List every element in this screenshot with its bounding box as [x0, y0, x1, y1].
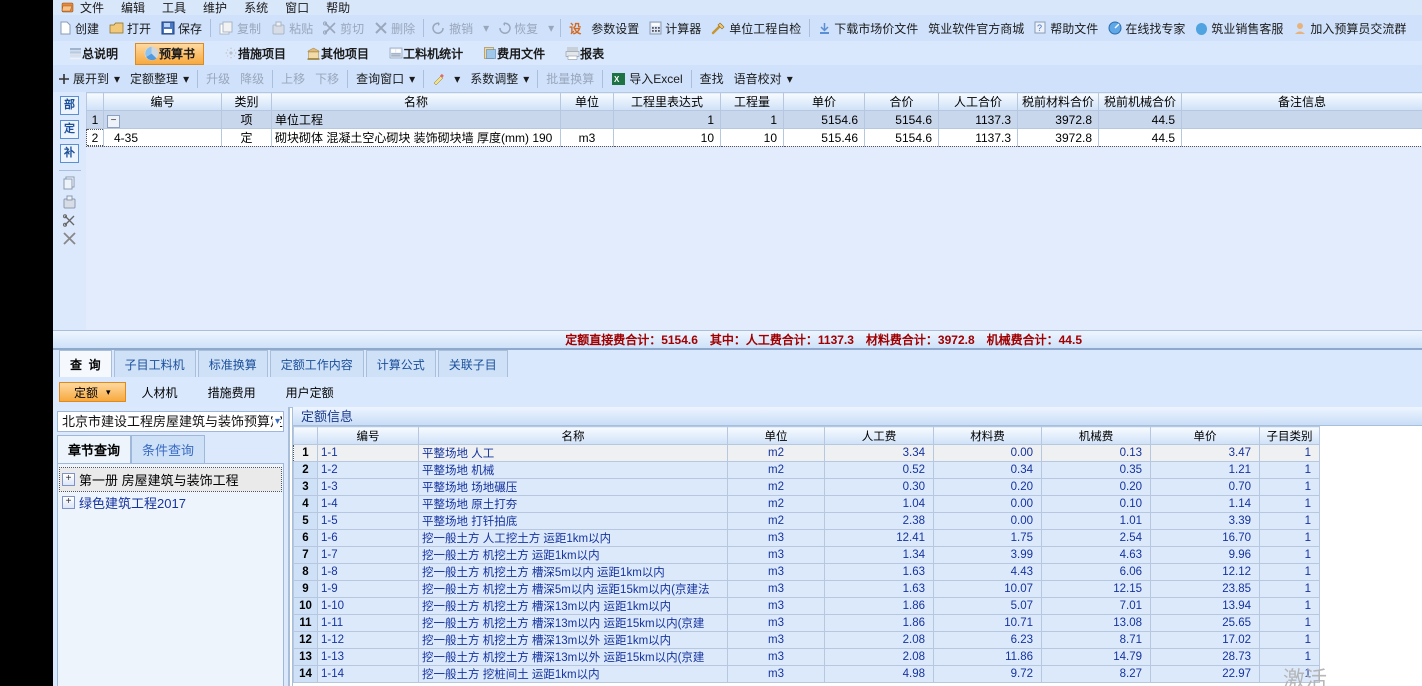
svg-text:?: ? — [1037, 23, 1042, 33]
svg-text:X: X — [614, 75, 620, 84]
